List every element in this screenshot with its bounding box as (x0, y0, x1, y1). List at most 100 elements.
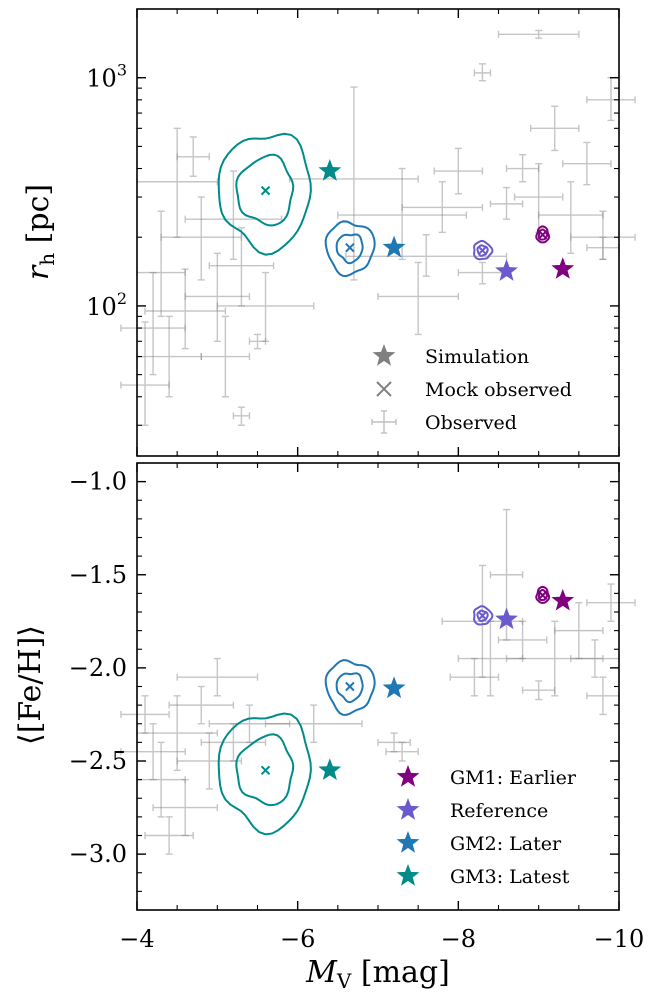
observed-point (248, 333, 267, 350)
y-tick-label: −2.5 (69, 747, 127, 775)
observed-point (200, 723, 267, 762)
observed-point (120, 271, 186, 376)
top-ylabel: rh [pc] (21, 184, 59, 280)
observed-point (537, 181, 604, 255)
contour-level (537, 588, 549, 602)
observed-point (554, 601, 604, 660)
simulation-star (318, 758, 342, 781)
simulation-star (551, 588, 575, 611)
contour-level (473, 605, 494, 626)
observed-point (120, 321, 170, 426)
legend-star-marker (396, 798, 420, 820)
contour-level (535, 585, 551, 604)
observed-point (586, 236, 620, 261)
legend-star-marker (372, 344, 396, 366)
observed-point (586, 583, 636, 623)
y-tick-label: −3.0 (69, 840, 127, 868)
contour-level (335, 233, 364, 265)
observed-point (497, 29, 580, 39)
bottom-xlabel: MV [mag] (305, 955, 450, 992)
observed-point (529, 105, 580, 152)
bottom-xtick-labels: −4 −6 −8 −10 (119, 925, 644, 953)
mock-observed-marker (260, 765, 271, 776)
observed-point (497, 620, 548, 660)
observed-point (120, 723, 186, 781)
contour-level (476, 244, 489, 257)
contour-level (217, 712, 312, 836)
mock-observed-marker (260, 185, 271, 196)
legend-cross-marker (376, 381, 392, 397)
contour-level (535, 225, 551, 244)
observed-point (385, 741, 419, 762)
y-tick-label: −1.5 (69, 561, 127, 589)
bottom-ylabel: ⟨[Fe/H]⟩ (13, 625, 48, 745)
contour-level (324, 220, 376, 278)
observed-point (521, 680, 556, 701)
observed-point (562, 141, 612, 186)
contour-level (335, 672, 364, 704)
contour-level (476, 609, 489, 623)
observed-point (288, 86, 419, 281)
y-tick-label: 102 (86, 289, 127, 321)
contour-level (235, 733, 295, 807)
legend-label: Reference (450, 800, 548, 822)
observed-point (200, 315, 251, 398)
mock-observed-marker (537, 590, 548, 600)
mock-observed-marker (345, 681, 355, 692)
observed-point (136, 127, 219, 238)
simulation-star (495, 607, 518, 630)
observed-point (184, 170, 283, 261)
top-contours (217, 132, 551, 278)
bottom-panel: −1.0 −1.5 −2.0 −2.5 −3.0 −4 −6 −8 −10 GM1: Earl… (13, 462, 644, 992)
observed-point (489, 186, 524, 220)
observed-point (176, 136, 211, 177)
tick-base: 10 (86, 293, 117, 321)
legend-star-marker (396, 831, 420, 853)
observed-point (216, 271, 315, 342)
simulation-star (382, 676, 406, 699)
observed-point (457, 620, 524, 697)
observed-point (184, 252, 251, 342)
observed-point (513, 162, 564, 234)
observed-point (208, 704, 291, 744)
observed-point (449, 657, 500, 697)
tick-exponent: 3 (117, 61, 127, 80)
observed-point (232, 406, 251, 426)
x-tick-label: −4 (119, 925, 154, 953)
observed-point (160, 196, 243, 281)
bottom-ticks (136, 463, 620, 910)
bottom-markers (318, 588, 575, 781)
legend-label: GM3: Latest (450, 866, 570, 888)
bottom-ytick-labels: −1.0 −1.5 −2.0 −2.5 −3.0 (69, 468, 127, 869)
y-tick-label: −1.0 (69, 468, 127, 496)
observed-point (120, 695, 170, 734)
tick-exponent: 2 (117, 289, 127, 308)
legend-label: Mock observed (425, 379, 572, 401)
top-legend: Simulation Mock observed Observed (371, 344, 572, 434)
observed-point (377, 261, 460, 336)
observed-point (433, 147, 484, 195)
bottom-observed-points (120, 508, 636, 855)
observed-point (473, 63, 492, 82)
simulation-star (495, 259, 518, 281)
contour-level (217, 132, 312, 256)
tick-base: 10 (86, 65, 117, 93)
y-tick-label: −2.0 (69, 654, 127, 682)
observed-point (136, 741, 186, 818)
simulation-star (551, 257, 575, 279)
observed-point (176, 732, 243, 790)
observed-point (401, 181, 484, 234)
observed-point (570, 210, 636, 261)
top-observed-points (120, 29, 636, 426)
top-markers (318, 159, 575, 281)
observed-point (586, 77, 636, 122)
x-tick-label: −8 (441, 925, 476, 953)
bottom-contours (217, 585, 551, 836)
legend-label: Observed (425, 412, 517, 434)
legend-label: GM1: Earlier (450, 767, 577, 789)
mock-observed-marker (345, 242, 355, 253)
legend-label: GM2: Later (450, 833, 562, 855)
